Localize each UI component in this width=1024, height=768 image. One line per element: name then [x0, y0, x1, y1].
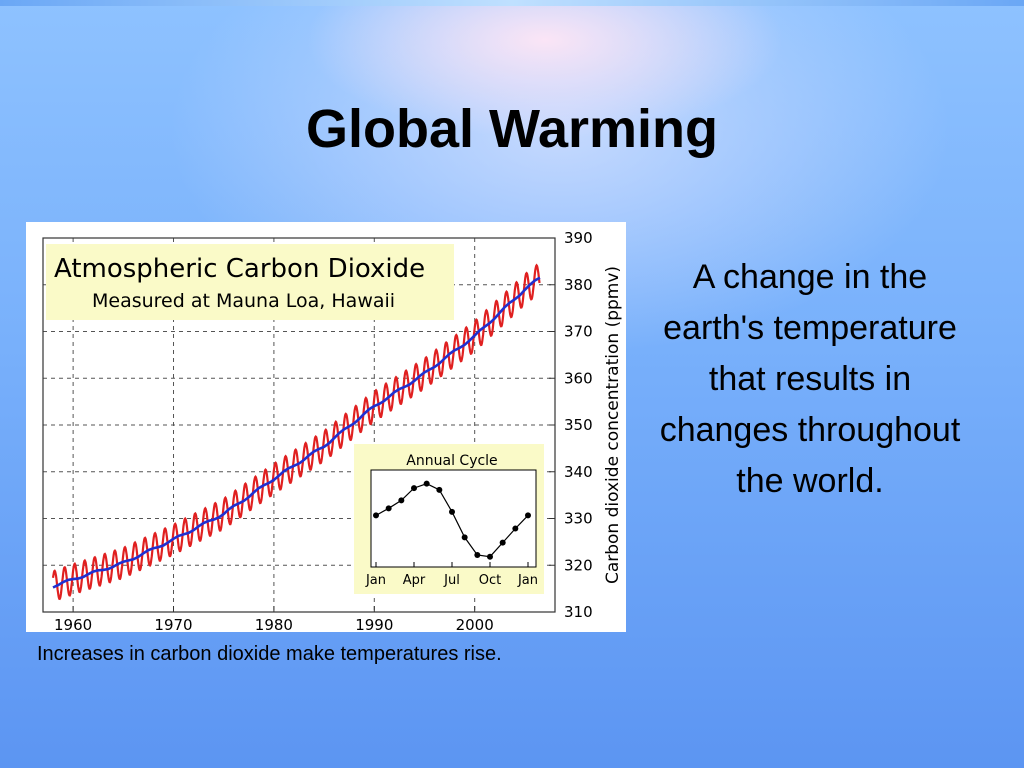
inset-point [449, 508, 455, 515]
y-tick-label: 390 [564, 229, 593, 247]
inset-x-tick-label: Jul [443, 573, 460, 588]
inset-x-axis: Jan Apr Jul Oct Jan [365, 562, 538, 588]
inset-x-tick-label: Apr [403, 573, 426, 588]
co2-chart: 1960 1970 1980 1990 2000 3103203303403503603… [42, 229, 623, 632]
inset-x-tick-label: Oct [479, 573, 501, 588]
definition-text: A change in the earth's temperature that… [659, 258, 961, 500]
y-tick-label: 380 [564, 276, 593, 294]
chart-title: Atmospheric Carbon Dioxide [54, 254, 425, 284]
y-tick-label: 310 [564, 603, 593, 621]
series [51, 263, 541, 601]
series-annual-trend [52, 276, 541, 589]
y-tick-label: 370 [564, 323, 593, 341]
inset-title: Annual Cycle [406, 453, 497, 469]
y-tick-label: 330 [564, 510, 593, 528]
inset-x-tick-label: Jan [517, 573, 538, 588]
x-tick-label: 1990 [355, 616, 393, 632]
chart-caption: Increases in carbon dioxide make tempera… [37, 643, 502, 665]
y-tick-label: 360 [564, 369, 593, 387]
inset-point [474, 551, 481, 558]
y-axis-label: Carbon dioxide concentration (ppmv) [603, 266, 623, 584]
x-tick-label: 1960 [54, 616, 92, 632]
inset-point [385, 505, 392, 512]
chart-subtitle: Measured at Mauna Loa, Hawaii [92, 290, 395, 312]
x-tick-label: 2000 [456, 616, 494, 632]
inset-point [487, 553, 493, 560]
y-tick-label: 350 [564, 416, 593, 434]
y-tick-label: 340 [564, 463, 593, 481]
inset-x-tick-label: Jan [365, 573, 386, 588]
x-tick-label: 1980 [255, 616, 293, 632]
inset-point [423, 480, 430, 487]
top-accent-band [0, 0, 1024, 6]
inset-point [436, 486, 443, 493]
slide-title: Global Warming [305, 99, 718, 160]
inset-point [499, 539, 506, 546]
y-axis: 310 320 330 340 350 360 370 380 390 [549, 229, 593, 621]
inset-point [525, 512, 531, 519]
inset-point [398, 497, 405, 504]
inset-point [411, 485, 417, 492]
inset-point [512, 525, 519, 532]
chart-title-box [46, 244, 454, 320]
x-axis: 1960 1970 1980 1990 2000 [54, 606, 494, 632]
x-tick-label: 1970 [154, 616, 192, 632]
inset-point [461, 534, 468, 541]
inset-point [373, 512, 379, 519]
inset-series [373, 480, 531, 560]
inset-frame [370, 469, 537, 568]
series-monthly-co2 [51, 263, 541, 601]
chart-panel: 1960 1970 1980 1990 2000 310 320 330 340 350 360 3… [26, 222, 626, 632]
y-tick-label: 320 [564, 556, 593, 574]
